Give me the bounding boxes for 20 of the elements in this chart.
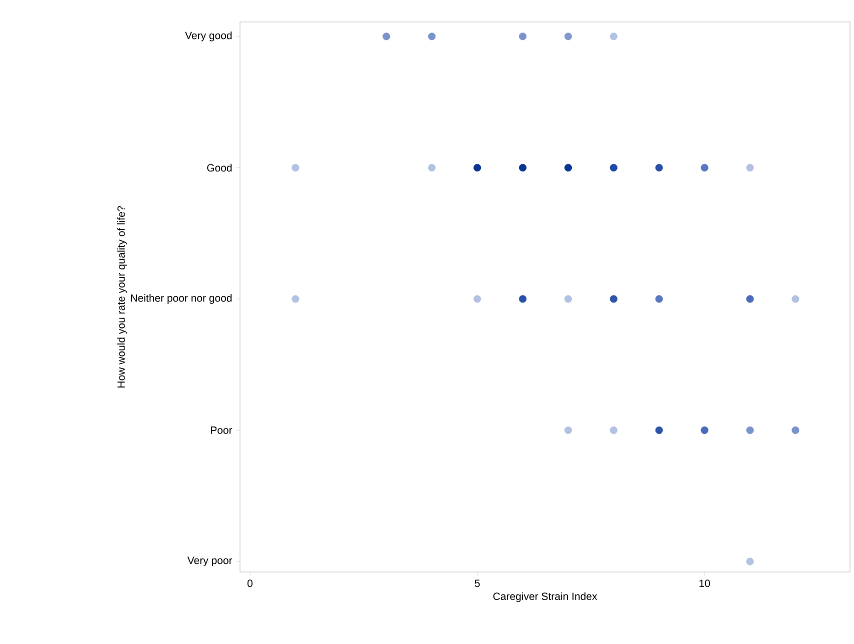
y-tick-label: Poor: [210, 426, 232, 434]
y-tick-label: Neither poor nor good: [131, 294, 232, 304]
x-tick-label: 5: [474, 580, 480, 588]
point: [564, 426, 572, 434]
x-tick-label: 10: [700, 580, 710, 588]
point: [292, 295, 300, 303]
point: [428, 164, 436, 172]
y-tick-label: Very poor: [187, 556, 232, 566]
y-tick-label: Very good: [185, 32, 232, 42]
point: [473, 295, 482, 303]
point: [746, 164, 754, 172]
point: [610, 426, 618, 434]
x-tick-label: 0: [247, 580, 253, 588]
point: [292, 164, 300, 172]
x-axis-title: Caregiver Strain Index: [493, 592, 598, 602]
point: [746, 558, 754, 566]
y-axis-title: How would you rate your quality of life?: [117, 206, 127, 388]
y-tick-label: Good: [207, 164, 232, 172]
point: [564, 32, 572, 40]
point: [610, 164, 618, 172]
